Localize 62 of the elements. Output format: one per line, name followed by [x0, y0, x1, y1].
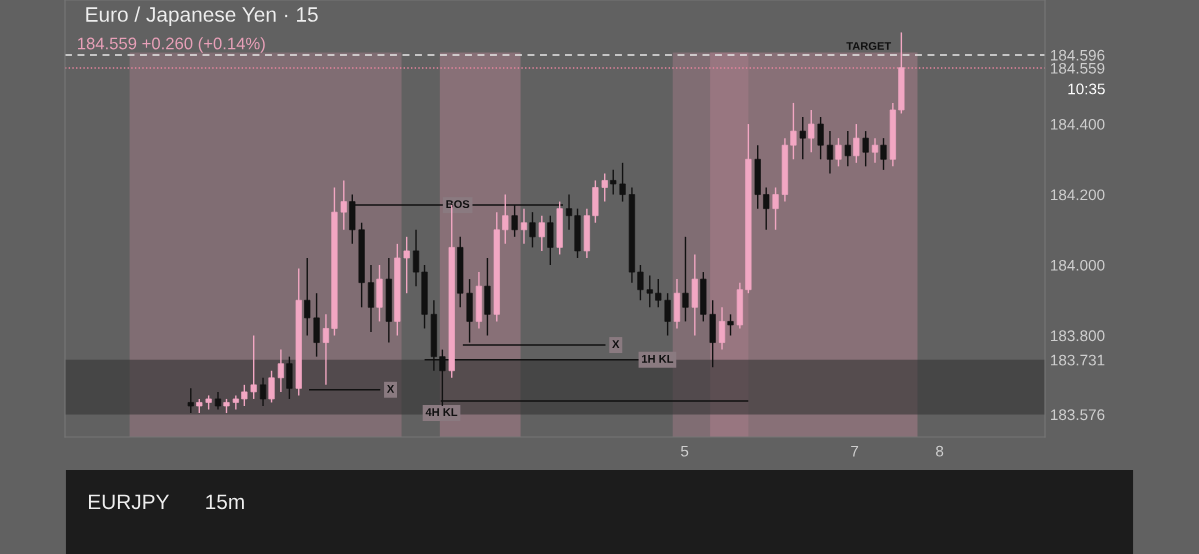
- chart-title: Euro / Japanese Yen · 15: [86, 6, 318, 26]
- annotation: X: [386, 385, 395, 393]
- annotation: 4H KL: [425, 408, 458, 416]
- candlestick: [538, 214, 545, 252]
- candlestick: [655, 278, 662, 309]
- text: 10:35: [1068, 83, 1105, 95]
- candlestick: [817, 116, 824, 160]
- candlestick: [520, 207, 528, 245]
- y-tick-label: 184.559: [1051, 62, 1105, 74]
- candlestick: [790, 102, 797, 160]
- x-tick-label: 5: [680, 445, 689, 457]
- candlestick: [610, 169, 617, 196]
- candlestick: [403, 236, 410, 294]
- candlestick: [772, 186, 779, 231]
- candlestick: [862, 130, 869, 168]
- candlestick: [664, 292, 671, 337]
- x-tick-label: 8: [936, 445, 944, 457]
- candlestick: [682, 236, 689, 323]
- y-tick-label: 183.800: [1051, 330, 1105, 342]
- annotation: 1H KL: [642, 355, 674, 363]
- candlestick: [619, 162, 626, 203]
- candlestick: [412, 229, 420, 287]
- candlestick: [808, 109, 815, 153]
- candlestick: [826, 130, 834, 175]
- candlestick: [232, 394, 239, 411]
- candlestick: [340, 179, 347, 231]
- candlestick: [646, 274, 653, 309]
- candlestick: [601, 172, 608, 203]
- candlestick: [502, 193, 509, 245]
- y-tick-label: 184.400: [1051, 118, 1105, 130]
- candlestick: [835, 137, 842, 168]
- y-tick-label: 184.200: [1051, 189, 1105, 201]
- x-tick-label: 7: [851, 445, 859, 457]
- y-tick-label: 184.000: [1051, 259, 1105, 271]
- candlestick: [718, 306, 726, 351]
- candlestick: [799, 116, 806, 160]
- candlestick: [277, 348, 284, 393]
- candlestick: [844, 130, 851, 168]
- candlestick: [727, 313, 734, 337]
- candlestick: [763, 186, 770, 231]
- candlestick: [853, 123, 860, 164]
- y-tick-label: 183.576: [1051, 409, 1105, 421]
- candlestick: [529, 211, 536, 249]
- candlestick: [304, 257, 311, 337]
- candlestick: [637, 264, 644, 301]
- ref-line-label: TARGET: [846, 42, 892, 50]
- text: 184.559 +0.260 (+0.14%): [78, 37, 265, 53]
- candlestick: [268, 370, 275, 404]
- text: EURJPY: [89, 494, 170, 510]
- candlestick: [259, 377, 267, 407]
- candlestick: [565, 193, 573, 231]
- annotation: X: [612, 340, 620, 348]
- candlestick: [322, 313, 330, 386]
- candlestick: [187, 387, 194, 414]
- y-tick-label: 184.596: [1051, 49, 1105, 61]
- annotation: BOS: [446, 200, 470, 209]
- candlestick: [871, 137, 879, 164]
- candlestick: [250, 334, 257, 400]
- text: 15m: [206, 494, 244, 510]
- candlestick: [880, 137, 887, 171]
- y-tick-label: 183.731: [1051, 354, 1105, 366]
- candlestick: [241, 384, 248, 407]
